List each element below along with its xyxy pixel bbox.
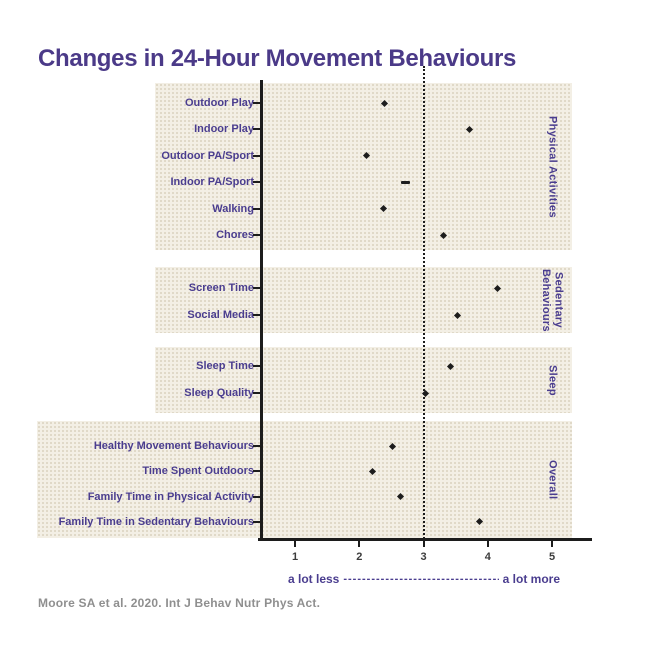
group-band [37,421,572,538]
category-label: Outdoor Play [184,97,254,109]
group-side-label-text: Sleep [546,364,559,396]
category-axis-tick [253,445,260,447]
x-axis [258,538,592,541]
data-point-marker [401,180,410,184]
x-axis-tick-label: 5 [548,551,556,563]
category-axis-tick [253,495,260,498]
group-side-label: Overall [534,421,570,538]
category-label: Sleep Quality [184,387,254,399]
axis-caption-dashes: ---------------------------------- [343,573,499,585]
category-label: Chores [216,229,254,241]
group-side-label: Sedentary Behaviours [534,267,570,333]
category-axis-tick [253,392,260,394]
group-band [155,83,572,250]
category-label: Healthy Movement Behaviours [93,440,254,452]
x-axis-tick-label: 3 [420,551,427,563]
category-axis-tick [253,207,260,210]
category-label: Walking [212,202,254,215]
category-label: Screen Time [188,282,254,294]
x-axis-tick-label: 1 [291,551,299,563]
group-band [155,267,572,333]
category-label: Family Time in Sedentary Behaviours [58,515,254,528]
x-axis-tick-label: 2 [356,551,363,563]
axis-caption-right: a lot more [502,572,560,586]
axis-caption-left: a lot less [288,572,340,586]
group-side-label-text: Physical Activities [546,115,559,218]
group-band [155,347,572,413]
category-label: Sleep Time [196,360,254,372]
category-label: Family Time in Physical Activity [87,490,254,503]
group-side-label: Physical Activities [534,83,570,250]
x-axis-tick [422,541,425,547]
x-axis-tick-label: 4 [484,551,491,563]
x-axis-tick [358,541,361,547]
category-label: Time Spent Outdoors [142,465,254,478]
category-label: Social Media [187,309,254,321]
category-axis-tick [253,128,260,131]
category-axis-tick [253,520,260,523]
group-side-label-text: Sedentary Behaviours [540,268,565,332]
category-label: Outdoor PA/Sport [161,149,254,162]
citation: Moore SA et al. 2020. Int J Behav Nutr P… [38,596,321,610]
category-axis-tick [253,287,260,289]
category-axis-tick [253,314,260,316]
category-axis-tick [253,470,260,473]
axis-caption: a lot less -----------------------------… [288,571,560,587]
chart-title: Changes in 24-Hour Movement Behaviours [38,45,517,72]
category-axis-tick [253,102,260,104]
y-axis [260,80,263,541]
category-axis-tick [253,154,260,157]
x-axis-tick [294,541,296,547]
category-axis-tick [253,234,260,236]
x-axis-tick [486,541,489,547]
category-label: Indoor PA/Sport [170,176,254,189]
x-axis-tick [551,541,553,547]
category-axis-tick [253,181,260,184]
category-label: Indoor Play [194,123,254,136]
reference-line [423,66,425,539]
group-side-label-text: Overall [546,459,559,500]
group-side-label: Sleep [534,347,570,413]
category-axis-tick [253,365,260,367]
